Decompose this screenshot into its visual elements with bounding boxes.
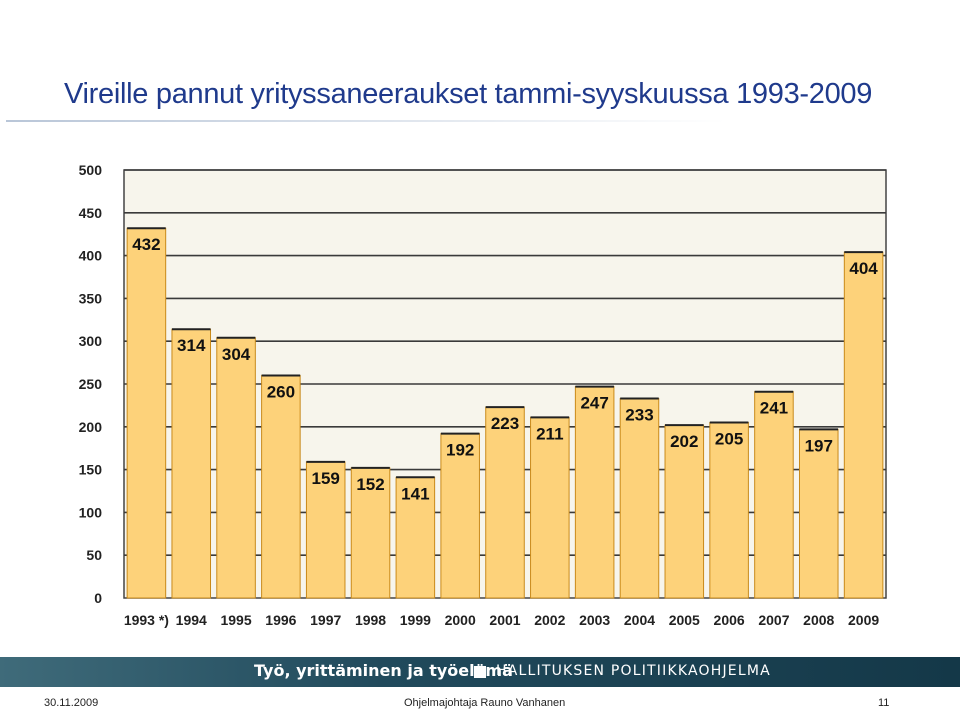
bar — [754, 391, 794, 599]
x-tick-label: 2006 — [714, 612, 745, 628]
footer-date: 30.11.2009 — [44, 697, 99, 709]
x-tick-label: 1999 — [400, 612, 431, 628]
bar-chart: 0 50 100 150 200 250 300 350 400 450 500 432 1993 *)… — [79, 162, 887, 628]
data-label: 159 — [312, 469, 340, 488]
data-label: 304 — [222, 345, 251, 364]
x-tick-label: 2000 — [445, 612, 476, 628]
page-number: 11 — [878, 697, 890, 709]
y-tick-label: 50 — [86, 547, 102, 563]
y-tick-label: 0 — [94, 590, 102, 606]
x-tick-label: 1995 — [220, 612, 251, 628]
footer-program-title: Työ, yrittäminen ja työelämä — [254, 661, 513, 680]
footer-government-program: HALLITUKSEN POLITIIKKAOHJELMA — [496, 663, 771, 679]
y-tick-label: 200 — [79, 419, 103, 435]
x-tick-label: 2007 — [758, 612, 789, 628]
bar — [664, 424, 705, 599]
y-tick-label: 250 — [79, 376, 103, 392]
bar — [843, 251, 884, 599]
data-label: 233 — [625, 406, 653, 425]
data-label: 141 — [401, 484, 429, 503]
bar — [171, 328, 212, 599]
y-tick-label: 350 — [79, 290, 103, 306]
bar — [261, 374, 301, 599]
bar — [440, 433, 480, 599]
footer-square-icon — [474, 666, 486, 678]
y-tick-label: 500 — [79, 162, 103, 178]
data-label: 197 — [805, 436, 833, 455]
data-label: 241 — [760, 399, 788, 418]
bar — [619, 398, 660, 599]
x-tick-label: 2008 — [803, 612, 834, 628]
data-label: 260 — [267, 382, 295, 401]
title-divider — [6, 120, 726, 122]
x-tick-label: 2005 — [669, 612, 700, 628]
y-tick-label: 400 — [79, 248, 103, 264]
x-tick-label: 1998 — [355, 612, 386, 628]
data-label: 202 — [670, 432, 698, 451]
bar — [126, 227, 167, 599]
y-tick-label: 450 — [79, 205, 103, 221]
data-label: 205 — [715, 430, 743, 449]
x-tick-label: 1994 — [176, 612, 207, 628]
x-tick-label: 1997 — [310, 612, 341, 628]
bar — [709, 422, 749, 599]
bar — [395, 476, 436, 599]
bar — [798, 428, 839, 599]
footer-presenter: Ohjelmajohtaja Rauno Vanhanen — [404, 697, 566, 709]
data-label: 223 — [491, 414, 519, 433]
data-label: 404 — [849, 259, 878, 278]
y-tick-label: 300 — [79, 333, 103, 349]
bar — [530, 416, 570, 599]
x-tick-label: 1996 — [265, 612, 296, 628]
x-tick-label: 2002 — [534, 612, 565, 628]
data-label: 152 — [356, 475, 384, 494]
x-tick-label: 2004 — [624, 612, 655, 628]
data-label: 192 — [446, 441, 474, 460]
bar — [305, 461, 346, 599]
bar — [350, 467, 391, 599]
page-title: Vireille pannut yrityssaneeraukset tammi… — [64, 78, 873, 110]
data-label: 314 — [177, 336, 206, 355]
x-tick-label: 2003 — [579, 612, 610, 628]
bar — [574, 386, 615, 599]
x-tick-label: 2009 — [848, 612, 879, 628]
data-label: 211 — [536, 424, 563, 443]
x-tick-label: 1993 *) — [124, 612, 169, 628]
data-label: 432 — [132, 235, 160, 254]
y-tick-label: 150 — [79, 462, 103, 478]
bar — [216, 337, 256, 599]
x-tick-label: 2001 — [489, 612, 520, 628]
bar — [485, 406, 525, 599]
data-label: 247 — [580, 394, 608, 413]
y-tick-label: 100 — [79, 504, 103, 520]
